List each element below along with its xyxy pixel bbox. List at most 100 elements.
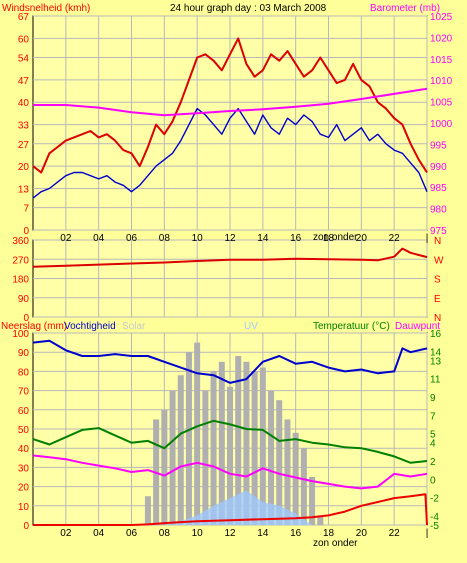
series-uv	[164, 490, 313, 525]
x-tick-label: 22	[389, 233, 401, 244]
y-tick-label-right: 7	[430, 411, 436, 422]
solar-bar	[202, 390, 209, 525]
y-tick-label-left: 40	[18, 444, 30, 455]
solar-bar	[300, 448, 307, 525]
x-tick-label: 06	[126, 528, 138, 539]
y-tick-label-right: 1020	[430, 33, 453, 44]
x-tick-label: 06	[126, 233, 138, 244]
y-tick-label-right: 4	[430, 439, 436, 450]
series-temperature	[32, 419, 428, 464]
x-tick-label: 02	[60, 233, 72, 244]
y-tick-label-left: 10	[18, 502, 30, 513]
y-tick-label-left: 0	[23, 521, 29, 532]
direction-letter: N	[434, 236, 441, 247]
x-tick-label: 14	[257, 233, 269, 244]
y-tick-label-right: 1025	[430, 12, 453, 23]
y-tick-label-right: 5	[430, 430, 436, 441]
series-wind-direction	[32, 247, 428, 268]
y-tick-label-left: 20	[18, 483, 30, 494]
x-tick-label: |	[426, 528, 429, 539]
solar-bar	[259, 367, 266, 525]
y-tick-label-left: 50	[18, 425, 30, 436]
barometer-axis-title: Barometer (mb)	[370, 3, 440, 14]
y-tick-label-left: 67	[18, 12, 30, 23]
series-wind-speed	[32, 37, 428, 174]
wind-axis-title: Windsnelheid (kmh)	[2, 3, 90, 14]
x-tick-label: 22	[389, 528, 401, 539]
y-tick-label-left: 47	[18, 76, 30, 87]
series-dewpoint	[32, 454, 428, 490]
x-tick-label: |	[426, 233, 429, 244]
y-tick-label-right: 1005	[430, 98, 453, 109]
solar-bar	[268, 390, 275, 525]
y-tick-label-right: 13	[430, 356, 442, 367]
solar-bar	[227, 386, 233, 525]
y-tick-label-right: -4	[430, 512, 439, 523]
solar-bar	[169, 390, 176, 525]
x-tick-label: 18	[323, 528, 335, 539]
solar-bar	[177, 375, 184, 525]
y-tick-label-left: 90	[18, 348, 30, 359]
solar-bar	[218, 361, 225, 525]
y-tick-label-left: 20	[18, 162, 30, 173]
chart-title: 24 hour graph day : 03 March 2008	[170, 3, 327, 14]
y-tick-label-left: 90	[18, 294, 30, 305]
solar-bar	[251, 371, 258, 525]
x-tick-label: 20	[356, 528, 368, 539]
y-tick-label-left: 27	[18, 140, 30, 151]
x-tick-label: 08	[159, 528, 171, 539]
wind-axis-ticks: 67 60 54 47 40 33 27 20 13 7 0	[18, 12, 30, 237]
series-humidity	[32, 339, 428, 384]
solar-bar	[292, 432, 299, 525]
y-tick-label-left: 360	[12, 236, 29, 247]
y-tick-label-right: 975	[430, 226, 447, 237]
x-axis-labels-top: 02 04 06 08 10 12 14 16 18 20 22 |	[60, 233, 428, 244]
solar-bar	[210, 371, 217, 525]
humidity-axis-title: Vochtigheid	[64, 321, 116, 332]
solar-bar	[284, 419, 291, 525]
solar-bar	[161, 409, 168, 525]
rain-axis-title: Neerslag (mm)	[1, 321, 67, 332]
direction-letter: S	[434, 275, 441, 286]
x-tick-label: 12	[224, 233, 236, 244]
y-tick-label-left: 270	[12, 255, 29, 266]
direction-axis-ticks: 360 270 180 90 0	[12, 236, 29, 324]
y-tick-label-left: 0	[23, 313, 29, 324]
uv-legend: UV	[244, 321, 258, 332]
x-tick-label: 10	[192, 233, 204, 244]
y-tick-label-left: 7	[23, 204, 29, 215]
grid-wind-baro	[33, 15, 428, 231]
y-tick-label-right: -2	[430, 494, 439, 505]
solar-bar	[276, 400, 283, 525]
y-tick-label-left: 100	[12, 329, 29, 340]
y-tick-label-left: 33	[18, 121, 30, 132]
x-tick-label: 16	[290, 233, 302, 244]
y-tick-label-right: 1000	[430, 119, 453, 130]
y-tick-label-right: 16	[430, 329, 442, 340]
y-tick-label-left: 80	[18, 367, 30, 378]
series-barometer	[33, 87, 428, 117]
x-axis-labels-bottom: 02 04 06 08 10 12 14 16 18 20 22 |	[60, 528, 428, 539]
y-tick-label-right: 0	[430, 475, 436, 486]
y-tick-label-right: 2	[430, 457, 436, 468]
y-tick-label-left: 30	[18, 463, 30, 474]
solar-legend: Solar	[122, 321, 146, 332]
x-tick-label: 12	[224, 528, 236, 539]
y-tick-label-left: 70	[18, 387, 30, 398]
x-tick-label: 08	[159, 233, 171, 244]
x-tick-label: 04	[93, 528, 105, 539]
x-tick-label: 20	[356, 233, 368, 244]
solar-bar	[185, 352, 192, 525]
y-tick-label-left: 40	[18, 98, 30, 109]
solar-bar	[243, 361, 250, 525]
x-tick-label: 10	[192, 528, 204, 539]
solar-bar	[317, 515, 324, 525]
solar-bar	[194, 342, 201, 525]
y-tick-label-right: 995	[430, 140, 447, 151]
wind-baro-series	[32, 37, 428, 199]
series-rain	[33, 493, 428, 526]
y-tick-label-right: 14	[430, 347, 442, 358]
